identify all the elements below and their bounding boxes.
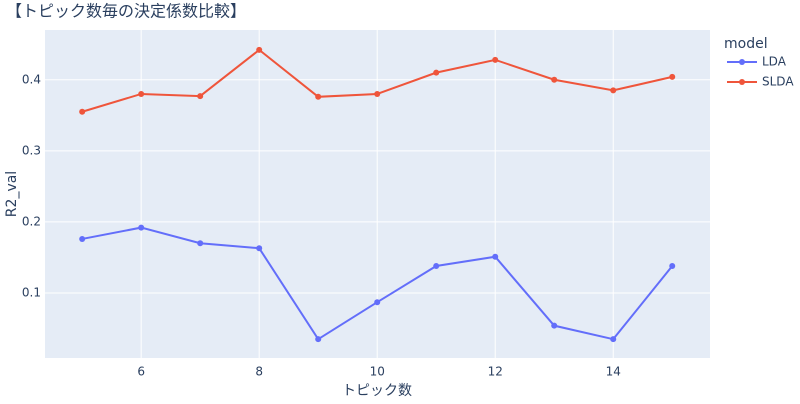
y-tick-label: 0.3: [22, 143, 41, 157]
data-point: [79, 235, 86, 242]
data-point: [374, 90, 381, 97]
x-tick-label: 12: [488, 365, 503, 379]
data-point: [433, 262, 440, 269]
data-point: [551, 322, 558, 329]
x-axis-title: トピック数: [342, 383, 412, 399]
y-tick-label: 0.2: [22, 214, 41, 228]
data-point: [138, 224, 145, 231]
y-axis-title: R2_val: [4, 171, 20, 217]
data-point: [197, 93, 204, 100]
y-tick-label: 0.4: [22, 72, 41, 86]
y-tick-label: 0.1: [22, 285, 41, 299]
legend-marker: [739, 59, 745, 65]
legend-marker: [739, 79, 745, 85]
data-point: [610, 336, 617, 343]
data-point: [79, 108, 86, 115]
data-point: [669, 73, 676, 80]
data-point: [374, 299, 381, 306]
x-tick-label: 8: [255, 365, 263, 379]
data-point: [138, 90, 145, 97]
data-point: [669, 262, 676, 269]
data-point: [610, 87, 617, 94]
data-point: [197, 240, 204, 247]
data-point: [433, 69, 440, 76]
data-point: [315, 336, 322, 343]
x-tick-label: 6: [137, 365, 145, 379]
x-tick-label: 14: [606, 365, 621, 379]
data-point: [492, 56, 499, 63]
data-point: [256, 46, 263, 53]
x-tick-label: 10: [370, 365, 385, 379]
data-point: [315, 93, 322, 100]
legend-title: model: [724, 36, 768, 52]
legend-label: SLDA: [762, 75, 794, 89]
data-point: [256, 245, 263, 252]
legend-label: LDA: [762, 55, 787, 69]
data-point: [492, 253, 499, 260]
data-point: [551, 76, 558, 83]
chart-title: 【トピック数毎の決定係数比較】: [6, 2, 246, 21]
